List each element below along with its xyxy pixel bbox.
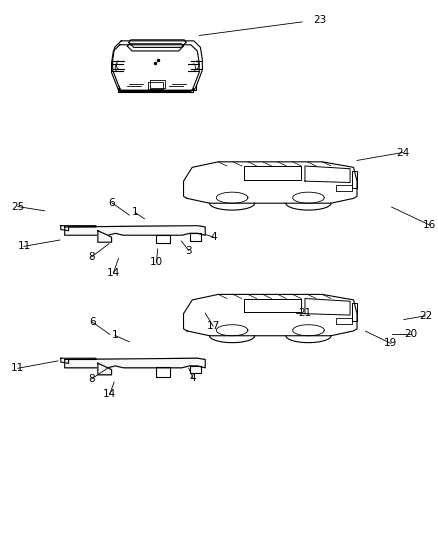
Text: 1: 1: [131, 207, 138, 217]
Text: 14: 14: [103, 389, 116, 399]
Text: 11: 11: [17, 241, 31, 252]
Text: 24: 24: [395, 148, 408, 158]
Text: 3: 3: [185, 246, 191, 256]
Text: 10: 10: [150, 257, 163, 267]
Text: 21: 21: [298, 308, 311, 318]
Polygon shape: [98, 231, 111, 242]
Text: 8: 8: [88, 374, 95, 384]
Text: 19: 19: [383, 338, 396, 349]
Text: 1: 1: [111, 330, 118, 341]
Text: 14: 14: [106, 268, 120, 278]
Text: 6: 6: [89, 317, 95, 327]
Text: 11: 11: [11, 364, 25, 373]
Text: 20: 20: [404, 329, 417, 340]
Polygon shape: [64, 358, 205, 368]
Polygon shape: [64, 225, 205, 235]
Polygon shape: [98, 364, 111, 375]
Text: 6: 6: [109, 198, 115, 208]
Text: 4: 4: [189, 373, 196, 383]
Text: 8: 8: [88, 252, 95, 262]
Text: 23: 23: [313, 15, 326, 26]
Text: 17: 17: [206, 321, 219, 331]
Text: 4: 4: [210, 232, 217, 243]
Text: 16: 16: [422, 220, 435, 230]
Text: 25: 25: [11, 201, 25, 212]
Text: 22: 22: [418, 311, 431, 321]
